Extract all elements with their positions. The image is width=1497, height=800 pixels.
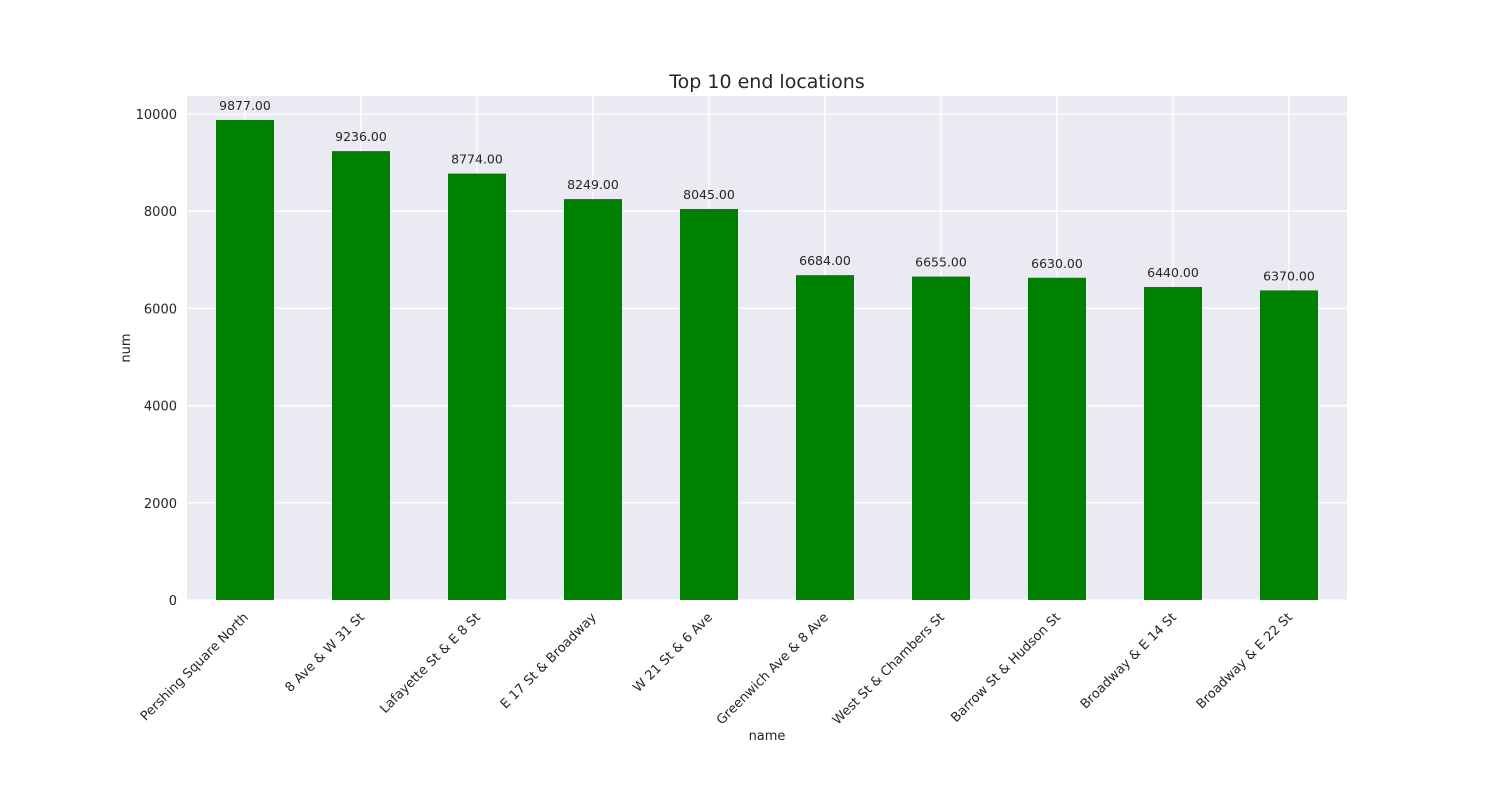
bar — [680, 208, 738, 601]
x-tick-label: W 21 St & 6 Ave — [631, 610, 716, 695]
bar — [1144, 287, 1202, 600]
bar-value-label: 8774.00 — [451, 152, 503, 167]
y-tick-label: 8000 — [144, 205, 177, 220]
chart-title: Top 10 end locations — [668, 71, 864, 93]
x-tick-label: West St & Chambers St — [830, 610, 948, 728]
bar — [1028, 277, 1086, 600]
x-tick-label: Barrow St & Hudson St — [948, 610, 1063, 725]
y-tick-label: 6000 — [144, 302, 177, 317]
bar-value-label: 9236.00 — [335, 129, 387, 144]
x-tick-label: E 17 St & Broadway — [498, 610, 600, 712]
bar — [332, 151, 390, 600]
bar-value-label: 8249.00 — [567, 177, 619, 192]
x-axis-label: name — [749, 729, 786, 744]
bar — [564, 199, 622, 600]
value-labels: 9877.00 9236.00 8774.00 8249.00 8045.00 6684.… — [219, 98, 1315, 283]
y-axis-ticks: 0 2000 4000 6000 8000 10000 — [136, 108, 177, 609]
y-axis-label: num — [119, 333, 134, 362]
x-tick-label: Broadway & E 14 St — [1078, 610, 1180, 712]
bar-value-label: 8045.00 — [683, 187, 735, 202]
bars — [216, 119, 1318, 601]
bar-value-label: 6630.00 — [1031, 256, 1083, 271]
y-tick-label: 0 — [169, 594, 177, 609]
bar-value-label: 6440.00 — [1147, 265, 1199, 280]
bar-value-label: 6370.00 — [1263, 268, 1315, 283]
bar — [1260, 290, 1318, 600]
bar-value-label: 6684.00 — [799, 253, 851, 268]
y-tick-label: 4000 — [144, 400, 177, 415]
bar — [912, 276, 970, 600]
x-tick-label: Lafayette St & E 8 St — [377, 610, 484, 717]
bar — [448, 173, 506, 601]
y-tick-label: 10000 — [136, 108, 177, 123]
x-axis-ticks: Pershing Square North 8 Ave & W 31 St Lafa… — [138, 610, 1296, 728]
y-tick-label: 2000 — [144, 497, 177, 512]
x-tick-label: Pershing Square North — [138, 610, 252, 724]
bar-value-label: 6655.00 — [915, 255, 967, 270]
x-tick-label: 8 Ave & W 31 St — [283, 610, 368, 695]
bar — [796, 275, 854, 600]
bar — [216, 119, 274, 600]
x-tick-label: Greenwich Ave & 8 Ave — [714, 610, 832, 728]
bar-value-label: 9877.00 — [219, 98, 271, 113]
x-tick-label: Broadway & E 22 St — [1194, 610, 1296, 712]
